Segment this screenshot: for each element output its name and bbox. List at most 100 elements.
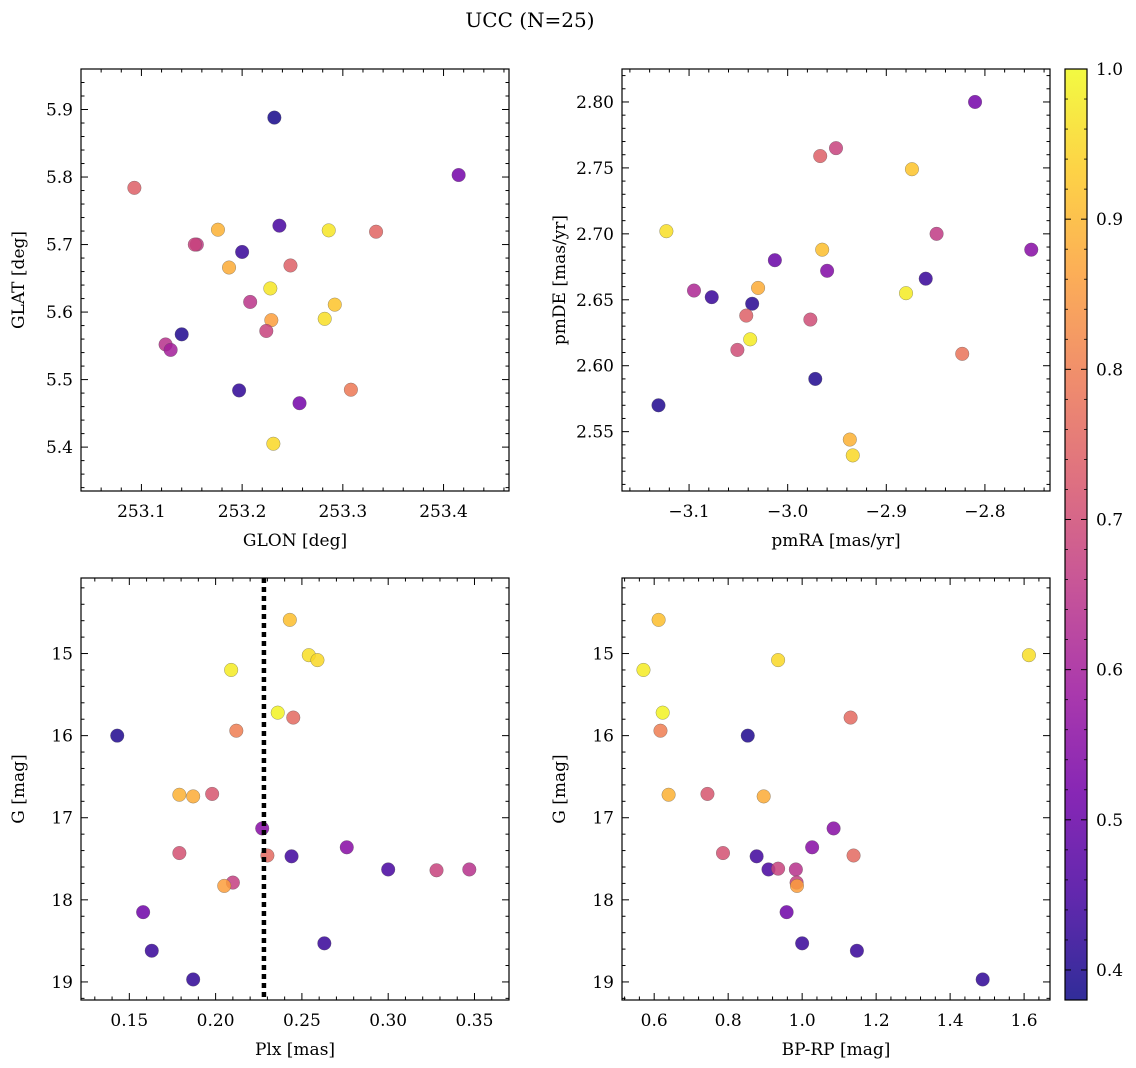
x-tick-label: −3.1 <box>668 502 709 522</box>
y-tick-label: 16 <box>592 727 614 747</box>
scatter-point <box>828 141 844 156</box>
x-axis-label: GLON [deg] <box>243 531 347 551</box>
scatter-point <box>651 612 666 627</box>
scatter-point <box>229 723 244 738</box>
y-tick-label: 5.5 <box>46 371 73 391</box>
y-tick-label: 5.7 <box>46 236 73 256</box>
y-tick-label: 15 <box>51 645 73 665</box>
y-tick-label: 5.8 <box>46 168 73 188</box>
y-tick-label: 17 <box>51 809 73 829</box>
scatter-point <box>975 972 990 987</box>
scatter-point <box>317 936 332 951</box>
y-tick-label: 2.80 <box>576 93 614 113</box>
x-tick-label: −2.8 <box>964 502 1005 522</box>
scatter-point <box>186 789 201 804</box>
scatter-point <box>429 863 444 878</box>
y-tick-label: 16 <box>51 727 73 747</box>
scatter-point <box>803 312 818 327</box>
scatter-point <box>745 296 760 311</box>
panel-glon-glat: 253.1 253.2 253.3 253.4 5.4 5.5 5.6 5.7 5.8 5.9 GL… <box>9 68 510 551</box>
colorbar: 0.4 0.5 0.6 0.7 0.8 0.9 1.0 <box>1064 60 1123 1001</box>
scatter-point <box>232 383 247 398</box>
scatter-point <box>898 286 914 301</box>
scatter-point <box>381 862 396 877</box>
colorbar-tick-label: 1.0 <box>1096 60 1123 80</box>
scatter-point <box>284 849 299 864</box>
scatter-point <box>795 936 810 951</box>
scatter-point <box>661 787 676 802</box>
scatter-point <box>655 705 670 720</box>
y-axis-label: GLAT [deg] <box>9 231 29 329</box>
scatter-point <box>270 705 285 720</box>
scatter-point <box>317 311 332 326</box>
scatter-point <box>1021 648 1036 663</box>
x-tick-label: 0.35 <box>456 1011 494 1031</box>
scatter-point <box>704 290 719 305</box>
x-tick-label: 1.6 <box>1011 1011 1038 1031</box>
colorbar-frame <box>1064 68 1088 1001</box>
y-tick-label: 2.75 <box>576 159 614 179</box>
scatter-points <box>127 110 466 451</box>
y-tick-label: 19 <box>51 973 73 993</box>
panel-pmra-pmde: −3.1 −3.0 −2.9 −2.8 2.55 2.60 2.65 2.70 2.75 2.80… <box>550 68 1051 551</box>
x-tick-label: 0.15 <box>110 1011 148 1031</box>
scatter-point <box>266 436 281 451</box>
y-tick-label: 2.70 <box>576 225 614 245</box>
scatter-point <box>929 226 944 241</box>
y-tick-label: 18 <box>592 891 614 911</box>
scatter-point <box>174 327 189 342</box>
scatter-point <box>210 222 226 237</box>
scatter-point <box>272 218 287 233</box>
scatter-point <box>904 162 919 177</box>
x-axis-label: Plx [mas] <box>255 1040 335 1060</box>
figure-title: UCC (N=25) <box>465 8 594 32</box>
scatter-point <box>243 294 258 309</box>
scatter-point <box>653 723 668 738</box>
axes-frame <box>621 68 1051 492</box>
scatter-point <box>771 653 786 668</box>
colorbar-tick-label: 0.5 <box>1096 811 1123 831</box>
scatter-point <box>789 878 805 893</box>
x-tick-label: 0.30 <box>369 1011 407 1031</box>
colorbar-tick-label: 0.4 <box>1096 961 1123 981</box>
scatter-point <box>749 849 764 864</box>
scatter-point <box>918 271 933 286</box>
scatter-point <box>767 253 782 268</box>
scatter-points <box>651 94 1039 463</box>
x-tick-label: 253.2 <box>218 502 267 522</box>
scatter-point <box>843 710 858 725</box>
colorbar-tick-label: 0.9 <box>1096 210 1123 230</box>
scatter-point <box>955 346 970 361</box>
y-tick-label: 17 <box>592 809 614 829</box>
scatter-point <box>813 148 828 164</box>
scatter-point <box>127 180 142 195</box>
scatter-point <box>686 283 702 298</box>
scatter-point <box>310 653 325 668</box>
scatter-point <box>369 224 384 239</box>
panel-bprp-g: 0.6 0.8 1.0 1.2 1.4 1.6 15 16 17 18 19 BP-RP [mag] G… <box>550 577 1051 1060</box>
scatter-point <box>221 260 237 275</box>
scatter-point <box>771 861 786 876</box>
scatter-point <box>205 786 220 801</box>
scatter-point <box>163 342 178 357</box>
colorbar-fill <box>1065 69 1087 1000</box>
scatter-point <box>751 280 766 295</box>
scatter-point <box>808 371 823 386</box>
scatter-point <box>259 323 274 339</box>
scatter-point <box>700 786 715 801</box>
scatter-point <box>636 662 651 678</box>
y-tick-label: 2.55 <box>576 423 614 443</box>
x-tick-label: 253.1 <box>117 502 166 522</box>
scatter-points <box>636 612 1036 987</box>
scatter-point <box>321 223 336 238</box>
y-tick-label: 5.9 <box>46 101 73 121</box>
y-tick-label: 19 <box>592 973 614 993</box>
scatter-point <box>715 845 731 861</box>
scatter-point <box>651 398 666 413</box>
scatter-point <box>846 848 861 863</box>
scatter-point <box>286 710 301 725</box>
y-axis-label: G [mag] <box>550 754 570 823</box>
x-tick-label: −3.0 <box>767 502 808 522</box>
y-axis-label: pmDE [mas/yr] <box>550 215 570 345</box>
